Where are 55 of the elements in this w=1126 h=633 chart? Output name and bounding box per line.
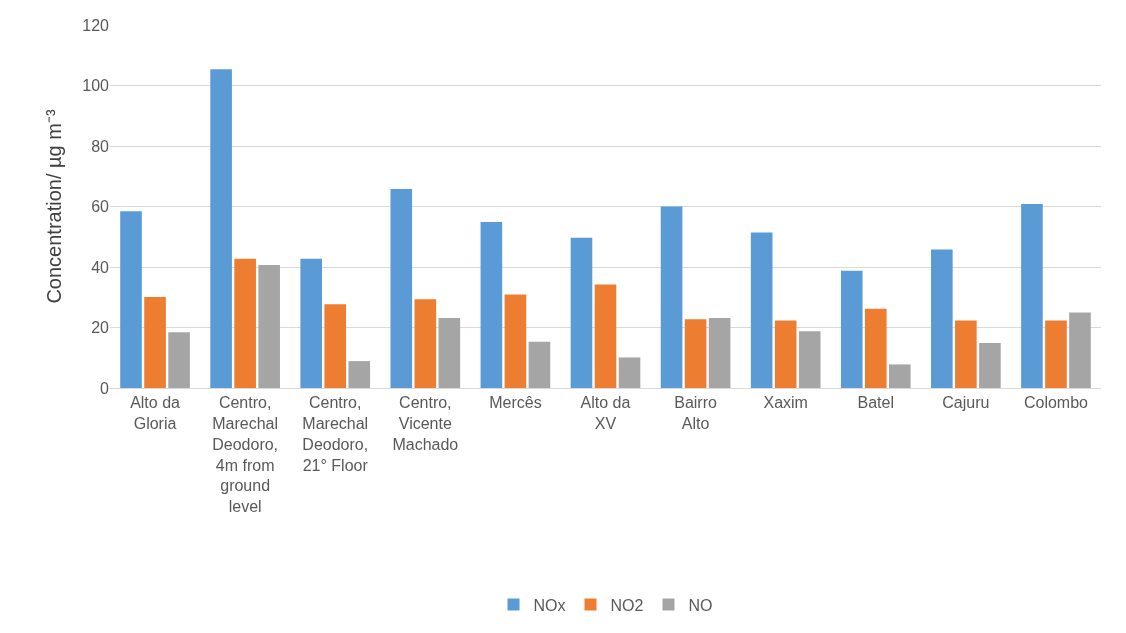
y-tick-label: 80: [91, 137, 110, 155]
bar: [324, 304, 347, 388]
x-tick-label: Alto da XV: [580, 394, 631, 432]
legend-label: NO: [688, 596, 713, 614]
x-tick-label: Centro, Vicente Machado: [392, 394, 459, 453]
bar: [618, 357, 641, 388]
bar: [168, 332, 190, 388]
bar: [594, 284, 617, 388]
bar: [300, 258, 323, 388]
bar: [955, 320, 977, 388]
bar: [660, 206, 683, 388]
bar: [708, 318, 731, 388]
bar: [570, 237, 593, 388]
bar: [684, 319, 707, 388]
x-tick-label: Batel: [857, 394, 894, 412]
y-tick-label: 120: [82, 16, 110, 34]
x-tick-label: Xaxim: [763, 394, 808, 412]
bar: [480, 221, 503, 388]
bar: [390, 188, 413, 388]
y-tick-label: 0: [100, 379, 110, 397]
x-tick-label: Centro, Marechal Deodoro, 4m from ground level: [212, 394, 279, 516]
bar: [1045, 320, 1067, 388]
bar: [798, 331, 821, 388]
y-tick-label: 40: [91, 258, 110, 276]
x-tick-label: Mercês: [489, 394, 542, 412]
bar: [438, 318, 461, 388]
bar: [414, 299, 437, 388]
bar: [210, 69, 232, 388]
bar: [234, 258, 256, 388]
bar: [348, 361, 371, 388]
legend-label: NOx: [533, 596, 566, 614]
bar: [504, 294, 527, 388]
bar: [979, 342, 1001, 388]
x-tick-label: Cajuru: [942, 394, 990, 412]
x-tick-label: Centro, Marechal Deodoro, 21° Floor: [302, 394, 369, 474]
bar: [864, 308, 887, 388]
bar: [888, 364, 911, 388]
bar: [774, 320, 797, 388]
bar: [120, 211, 142, 388]
bar: [1021, 204, 1043, 388]
bar: [931, 249, 953, 388]
x-tick-label: Bairro Alto: [674, 394, 718, 432]
x-tick-label: Colombo: [1023, 394, 1089, 412]
x-tick-label: Alto da Gloria: [130, 394, 181, 432]
y-tick-label: 60: [91, 198, 110, 216]
legend-label: NO2: [610, 596, 644, 614]
bar: [258, 264, 280, 388]
bar: [1069, 312, 1091, 388]
y-axis-title: Concentration/ µg m⁻³: [42, 109, 65, 304]
y-tick-label: 100: [82, 77, 110, 95]
bar: [840, 270, 863, 388]
bar: [750, 232, 773, 388]
y-tick-label: 20: [91, 319, 110, 337]
bar: [144, 296, 166, 388]
bar: [528, 341, 551, 388]
